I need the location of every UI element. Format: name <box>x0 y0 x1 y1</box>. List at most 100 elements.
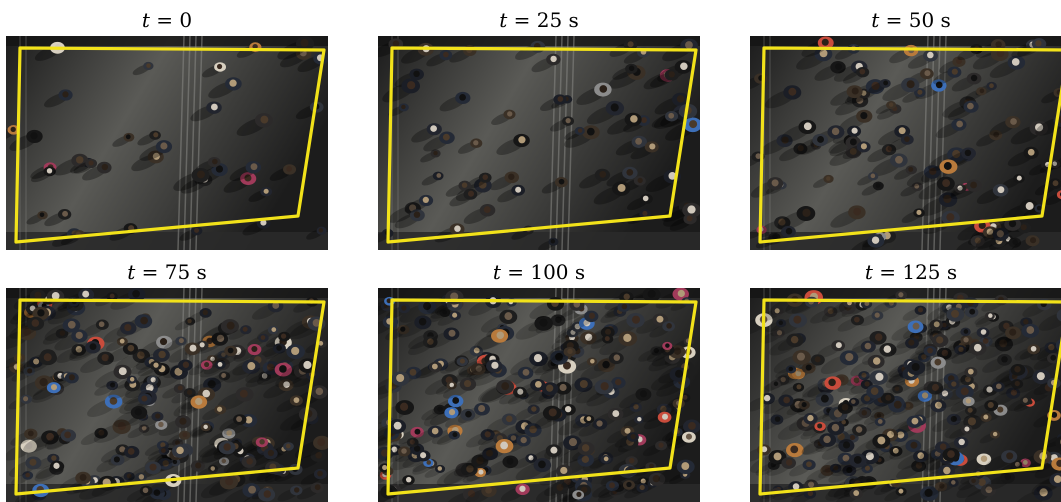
person <box>579 168 611 189</box>
person-head <box>227 347 234 354</box>
roi-outline <box>758 46 1061 244</box>
person-head <box>934 358 942 366</box>
person-head <box>581 455 590 464</box>
person-head <box>79 473 87 481</box>
person <box>935 118 967 139</box>
person-head <box>153 132 159 138</box>
person-head <box>688 421 696 430</box>
person-body <box>1055 436 1061 449</box>
person <box>910 381 944 403</box>
person-head <box>22 328 32 337</box>
person <box>481 309 518 333</box>
person <box>846 371 870 386</box>
person-head <box>1036 205 1042 211</box>
person <box>882 77 920 102</box>
person-head <box>267 449 274 457</box>
person <box>965 87 987 101</box>
person-head <box>546 384 554 392</box>
person <box>147 446 170 461</box>
person-head <box>652 475 660 483</box>
person-head <box>951 480 956 485</box>
person <box>766 457 796 476</box>
person-head <box>956 120 963 128</box>
person-head <box>182 432 188 438</box>
person <box>935 379 960 396</box>
person-head <box>658 442 664 448</box>
person-head <box>30 132 38 140</box>
person-head <box>630 433 636 440</box>
person <box>968 384 998 403</box>
person <box>243 437 269 454</box>
person-head <box>89 343 97 351</box>
person-head <box>436 173 442 178</box>
person-head <box>621 303 628 310</box>
person-head <box>478 405 486 413</box>
person-head <box>1010 118 1017 125</box>
person-head <box>685 41 693 49</box>
person-head <box>921 392 929 399</box>
person <box>837 314 865 332</box>
person-head <box>797 145 804 152</box>
person-head <box>980 329 987 335</box>
person-head <box>51 455 57 461</box>
person-head <box>210 466 215 471</box>
person <box>610 480 635 496</box>
person-head <box>865 452 874 461</box>
person <box>902 305 927 321</box>
person-head <box>482 174 489 180</box>
person <box>394 209 425 229</box>
person-head <box>856 96 864 104</box>
person-head <box>221 458 227 464</box>
person <box>669 213 697 231</box>
person <box>878 124 911 146</box>
person-head <box>381 449 389 457</box>
person-head <box>223 443 231 451</box>
person <box>437 430 460 446</box>
person-head <box>414 428 421 435</box>
person-head <box>459 358 465 364</box>
person-head <box>137 351 145 360</box>
person-head <box>581 444 590 452</box>
person <box>796 46 833 70</box>
person <box>846 79 885 104</box>
person-head <box>970 74 978 82</box>
person <box>995 363 1026 383</box>
person <box>551 346 576 363</box>
person <box>515 315 553 340</box>
floor-stripe <box>567 36 575 250</box>
panel-t0: t = 0 <box>6 4 328 250</box>
person-head <box>895 155 903 164</box>
person <box>127 424 150 439</box>
person <box>93 419 131 443</box>
person <box>6 325 37 349</box>
person-head <box>478 469 484 475</box>
person-head <box>33 358 40 365</box>
person-head <box>773 452 782 461</box>
person-head <box>473 140 479 146</box>
person <box>23 430 59 454</box>
person <box>190 101 222 122</box>
person-head <box>75 346 83 353</box>
person-head <box>675 369 684 378</box>
person-head <box>179 417 187 425</box>
floor-stripe <box>549 36 557 250</box>
person-head <box>1048 343 1055 351</box>
person-head <box>1026 326 1035 334</box>
person <box>223 359 261 383</box>
person <box>590 334 614 349</box>
person-head <box>312 318 321 327</box>
person-head <box>680 62 688 71</box>
person-head <box>676 95 685 103</box>
person-head <box>941 349 949 357</box>
person-head <box>967 368 974 375</box>
floor-stripe <box>195 36 203 250</box>
person <box>643 411 672 430</box>
person-head <box>266 363 275 372</box>
person <box>265 331 291 348</box>
person <box>1034 457 1061 479</box>
person <box>294 449 326 470</box>
floor-stripe <box>555 36 563 250</box>
person-head <box>260 115 269 124</box>
person-head <box>780 376 786 383</box>
person <box>190 423 211 437</box>
